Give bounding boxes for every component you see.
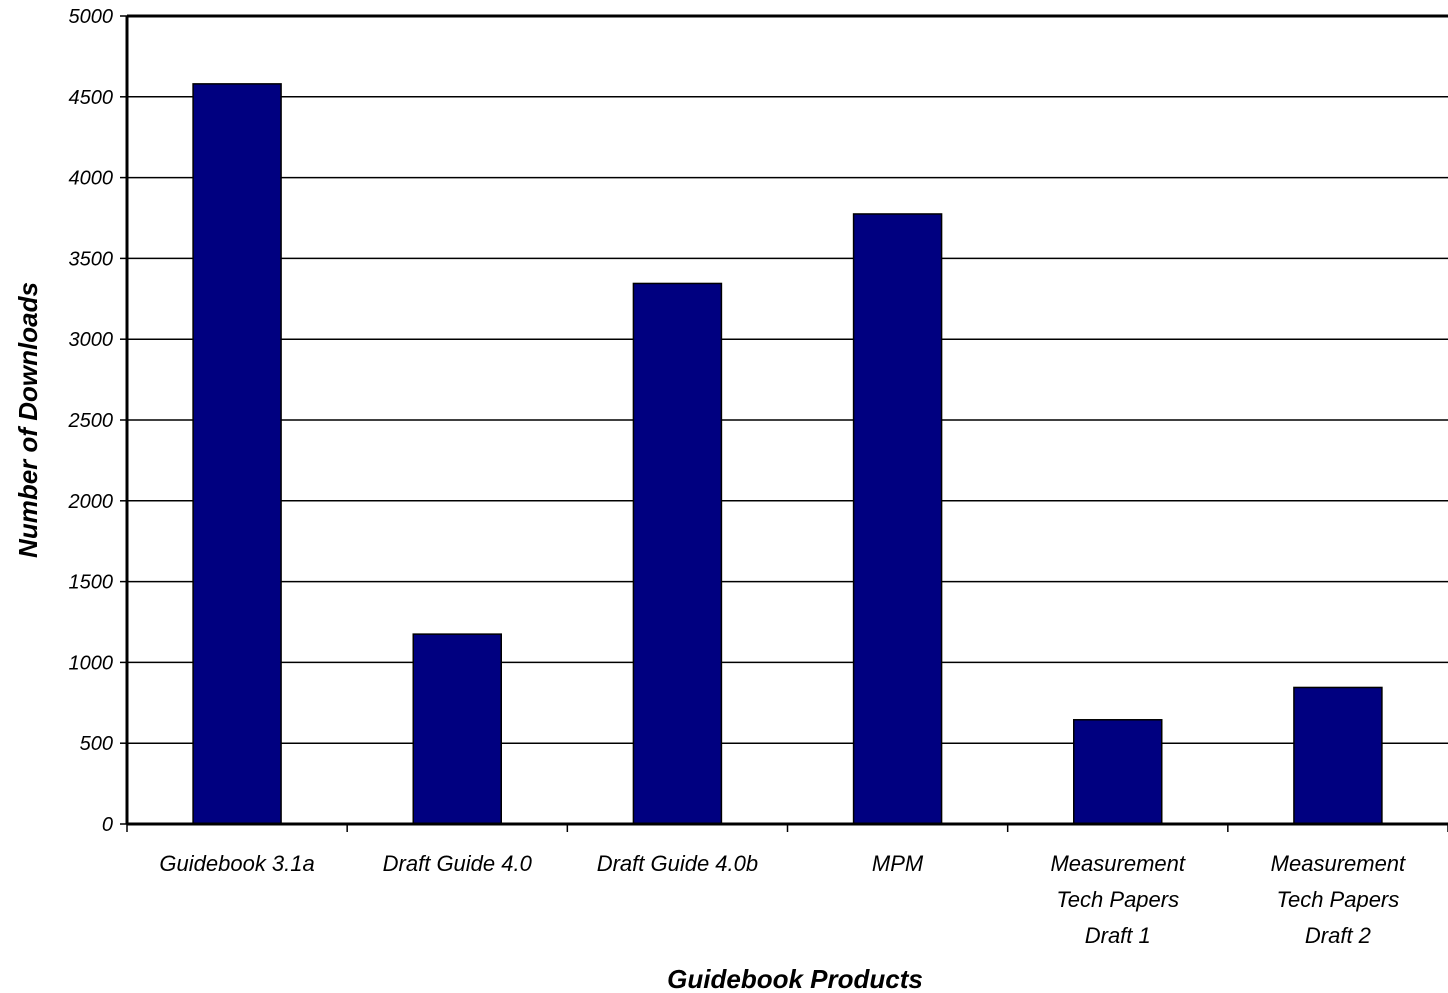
x-tick-label: Draft Guide 4.0b <box>597 851 758 876</box>
bar <box>1293 686 1383 825</box>
y-tick-label: 2500 <box>68 410 114 432</box>
gridlines <box>127 15 1448 744</box>
x-axis-title: Guidebook Products <box>667 964 923 993</box>
y-tick-label: 0 <box>102 814 113 836</box>
x-tick-label: Draft Guide 4.0 <box>383 851 533 876</box>
x-tick-label: MPM <box>872 851 924 876</box>
bar <box>412 633 502 825</box>
y-tick-label: 1500 <box>69 572 114 594</box>
bar <box>852 213 943 825</box>
bar <box>632 282 723 825</box>
x-tick-label: Measurement Tech Papers Draft 1 <box>1050 851 1185 948</box>
y-tick-labels: 0 500 1000 1500 2000 2500 3000 3500 4000 4500 5000 <box>68 6 114 836</box>
y-tick-label: 1000 <box>69 652 114 674</box>
bars <box>192 83 1383 825</box>
x-tick-label: Guidebook 3.1a <box>159 851 314 876</box>
y-tick-label: 5000 <box>69 6 114 28</box>
x-tick-labels: Guidebook 3.1a Draft Guide 4.0 Draft Guide… <box>159 851 1406 948</box>
bar <box>1073 719 1163 825</box>
y-tick-label: 3000 <box>69 329 114 351</box>
y-tick-label: 4500 <box>69 87 114 109</box>
y-tick-label: 3500 <box>69 248 114 270</box>
y-tick-label: 500 <box>80 733 113 755</box>
x-tick-label: Measurement Tech Papers Draft 2 <box>1271 851 1406 948</box>
axes <box>120 14 1448 832</box>
y-tick-label: 4000 <box>69 168 114 190</box>
bar <box>192 83 282 825</box>
y-axis-title: Number of Downloads <box>13 282 43 558</box>
y-tick-label: 2000 <box>68 491 114 513</box>
